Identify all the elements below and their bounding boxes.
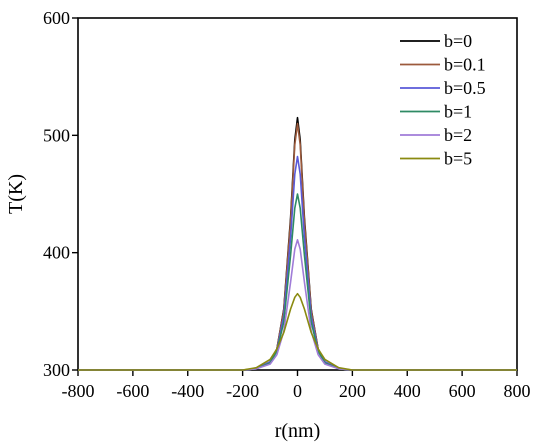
x-tick-label: 600 — [449, 381, 476, 401]
x-tick-label: -200 — [226, 381, 259, 401]
y-tick-label: 300 — [43, 360, 70, 380]
series-line-b-0-5 — [78, 155, 517, 371]
x-tick-label: 400 — [394, 381, 421, 401]
legend-label: b=1 — [444, 102, 472, 122]
legend: b=0 b=0.1 b=0.5 b=1 b=2 b=5 — [400, 31, 486, 169]
legend-label: b=2 — [444, 125, 472, 145]
y-axis-title: T(K) — [5, 174, 27, 214]
series-line-b-2 — [78, 239, 517, 371]
legend-label: b=0.5 — [444, 78, 486, 98]
legend-label: b=0.1 — [444, 55, 486, 75]
x-tick-label: -600 — [116, 381, 149, 401]
series-lines — [78, 116, 517, 371]
x-tick-label: 800 — [504, 381, 531, 401]
y-tick-label: 500 — [43, 125, 70, 145]
y-axis-ticks: 300 400 500 600 — [43, 8, 78, 380]
x-axis-title: r(nm) — [275, 420, 321, 442]
x-tick-label: -400 — [171, 381, 204, 401]
x-tick-label: 200 — [339, 381, 366, 401]
y-tick-label: 600 — [43, 8, 70, 28]
x-tick-label: -800 — [62, 381, 95, 401]
legend-label: b=0 — [444, 31, 472, 51]
x-tick-label: 0 — [293, 381, 302, 401]
series-line-b-5 — [78, 292, 517, 371]
legend-label: b=5 — [444, 149, 472, 169]
series-line-b-1 — [78, 193, 517, 371]
y-tick-label: 400 — [43, 243, 70, 263]
x-axis-ticks: -800 -600 -400 -200 0 200 400 600 800 — [62, 370, 531, 401]
